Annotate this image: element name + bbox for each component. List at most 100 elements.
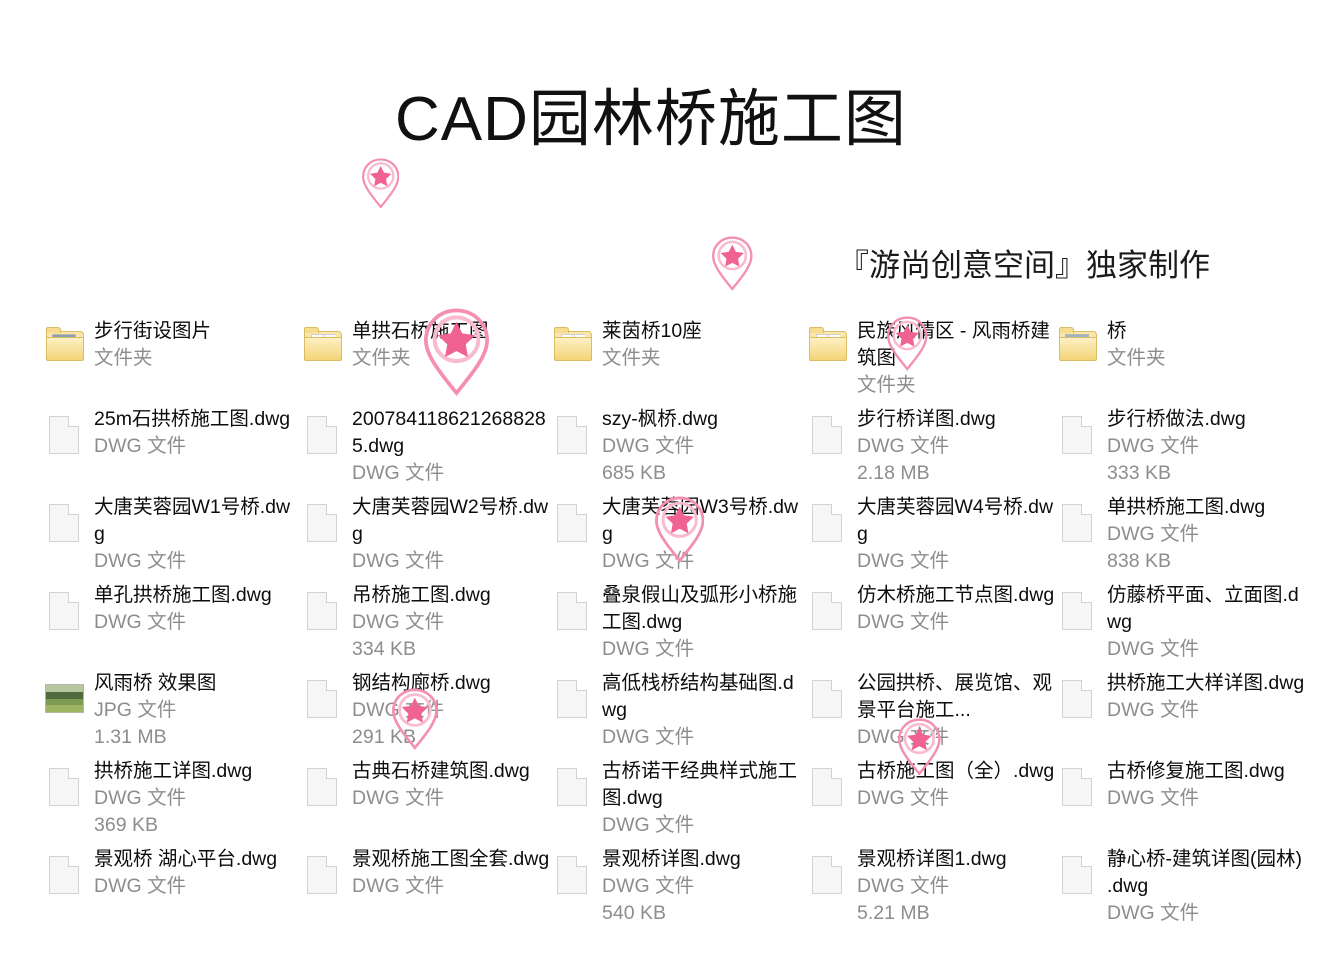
dwg-file-icon <box>550 676 594 726</box>
file-item[interactable]: 景观桥 湖心平台.dwg DWG 文件 <box>42 846 292 902</box>
file-type: 文件夹 <box>352 347 411 369</box>
file-item[interactable]: 步行桥做法.dwg DWG 文件 333 KB <box>1055 406 1305 487</box>
file-meta: 桥文件夹 <box>1107 318 1305 372</box>
document-icon <box>49 592 79 630</box>
file-name[interactable]: 景观桥 湖心平台.dwg <box>94 848 278 870</box>
dwg-file-icon <box>550 852 594 902</box>
file-item[interactable]: 吊桥施工图.dwg DWG 文件 334 KB <box>300 582 550 663</box>
file-name[interactable]: 高低栈桥结构基础图.dwg <box>602 672 794 721</box>
file-name[interactable]: 大唐芙蓉园W1号桥.dwg <box>94 496 291 545</box>
file-type: DWG 文件 <box>857 550 950 572</box>
file-meta: 古桥修复施工图.dwg DWG 文件 <box>1107 758 1305 812</box>
file-item[interactable]: 古桥修复施工图.dwg DWG 文件 <box>1055 758 1305 814</box>
file-name[interactable]: 25m石拱桥施工图.dwg <box>94 408 291 430</box>
file-meta: 景观桥详图1.dwg DWG 文件 5.21 MB <box>857 846 1055 927</box>
file-name[interactable]: 古桥诺干经典样式施工图.dwg <box>602 760 798 809</box>
file-item[interactable]: 景观桥详图1.dwg DWG 文件 5.21 MB <box>805 846 1055 927</box>
watermark-star-pin-icon <box>887 316 928 371</box>
file-item[interactable]: 步行桥详图.dwg DWG 文件 2.18 MB <box>805 406 1055 487</box>
file-item[interactable]: 高低栈桥结构基础图.dwg DWG 文件 <box>550 670 800 751</box>
file-meta: 古典石桥建筑图.dwg DWG 文件 <box>352 758 550 812</box>
file-name[interactable]: 仿木桥施工节点图.dwg <box>857 584 1055 606</box>
file-item[interactable]: 单孔拱桥施工图.dwg DWG 文件 <box>42 582 292 638</box>
document-icon <box>307 504 337 542</box>
watermark-star-pin-icon <box>424 308 489 396</box>
file-item[interactable]: 静心桥-建筑详图(园林) .dwg DWG 文件 <box>1055 846 1305 927</box>
file-item[interactable]: 古典石桥建筑图.dwg DWG 文件 <box>300 758 550 814</box>
file-name[interactable]: 公园拱桥、展览馆、观景平台施工... <box>857 672 1053 721</box>
dwg-file-icon <box>300 676 344 726</box>
file-type: DWG 文件 <box>602 726 695 748</box>
file-item[interactable]: 仿木桥施工节点图.dwg DWG 文件 <box>805 582 1055 638</box>
file-name[interactable]: 步行桥详图.dwg <box>857 408 996 430</box>
file-item[interactable]: 大唐芙蓉园W2号桥.dwg DWG 文件 <box>300 494 550 575</box>
file-name[interactable]: 景观桥详图1.dwg <box>857 848 1007 870</box>
file-meta: 大唐芙蓉园W2号桥.dwg DWG 文件 <box>352 494 550 575</box>
file-name[interactable]: 仿藤桥平面、立面图.dwg <box>1107 584 1299 633</box>
file-name[interactable]: 风雨桥 效果图 <box>94 672 217 694</box>
file-name[interactable]: 叠泉假山及弧形小桥施工图.dwg <box>602 584 798 633</box>
file-name[interactable]: 步行桥做法.dwg <box>1107 408 1246 430</box>
document-icon <box>557 592 587 630</box>
file-name[interactable]: 古典石桥建筑图.dwg <box>352 760 530 782</box>
dwg-file-icon <box>805 676 849 726</box>
file-meta: 大唐芙蓉园W4号桥.dwg DWG 文件 <box>857 494 1055 575</box>
document-icon <box>307 592 337 630</box>
file-item[interactable]: 大唐芙蓉园W4号桥.dwg DWG 文件 <box>805 494 1055 575</box>
file-name[interactable]: 单拱桥施工图.dwg <box>1107 496 1266 518</box>
file-name[interactable]: 吊桥施工图.dwg <box>352 584 491 606</box>
file-name[interactable]: 2007841186212688285.dwg <box>352 408 546 457</box>
file-item[interactable]: 景观桥详图.dwg DWG 文件 540 KB <box>550 846 800 927</box>
file-name[interactable]: 步行街设图片 <box>94 320 212 342</box>
file-meta: 拱桥施工大样详图.dwg DWG 文件 <box>1107 670 1305 724</box>
document-icon <box>557 504 587 542</box>
folder-item[interactable]: 桥文件夹 <box>1055 318 1305 374</box>
dwg-file-icon <box>300 500 344 550</box>
file-item[interactable]: 景观桥施工图全套.dwg DWG 文件 <box>300 846 550 902</box>
folder-item[interactable]: 莱茵桥10座 文件夹 <box>550 318 800 374</box>
document-icon <box>49 416 79 454</box>
file-name[interactable]: 桥 <box>1107 320 1127 342</box>
file-item[interactable]: 2007841186212688285.dwg DWG 文件 <box>300 406 550 487</box>
file-name[interactable]: 大唐芙蓉园W2号桥.dwg <box>352 496 549 545</box>
file-item[interactable]: 单拱桥施工图.dwg DWG 文件 838 KB <box>1055 494 1305 575</box>
file-name[interactable]: 景观桥详图.dwg <box>602 848 741 870</box>
file-name[interactable]: 单孔拱桥施工图.dwg <box>94 584 272 606</box>
file-name[interactable]: 古桥修复施工图.dwg <box>1107 760 1285 782</box>
file-item[interactable]: 古桥诺干经典样式施工图.dwg DWG 文件 <box>550 758 800 839</box>
file-type: DWG 文件 <box>1107 435 1200 457</box>
file-item[interactable]: 拱桥施工详图.dwg DWG 文件 369 KB <box>42 758 292 839</box>
file-meta: 仿木桥施工节点图.dwg DWG 文件 <box>857 582 1055 636</box>
folder-icon <box>304 327 342 361</box>
file-type: DWG 文件 <box>1107 699 1200 721</box>
file-name[interactable]: 拱桥施工大样详图.dwg <box>1107 672 1305 694</box>
jpg-thumbnail-icon <box>42 676 86 726</box>
file-type: DWG 文件 <box>1107 523 1200 545</box>
file-item[interactable]: 25m石拱桥施工图.dwg DWG 文件 <box>42 406 292 462</box>
file-item[interactable]: szy-枫桥.dwg DWG 文件 685 KB <box>550 406 800 487</box>
file-size: 1.31 MB <box>94 726 167 748</box>
folder-docs-icon <box>550 324 594 374</box>
file-item[interactable]: 大唐芙蓉园W1号桥.dwg DWG 文件 <box>42 494 292 575</box>
file-name[interactable]: 钢结构廊桥.dwg <box>352 672 491 694</box>
folder-docs-icon <box>805 324 849 374</box>
file-name[interactable]: 大唐芙蓉园W4号桥.dwg <box>857 496 1054 545</box>
folder-photo-city-icon <box>1055 324 1099 374</box>
folder-item[interactable]: 步行街设图片 文件夹 <box>42 318 292 374</box>
file-item[interactable]: 仿藤桥平面、立面图.dwg DWG 文件 <box>1055 582 1305 663</box>
dwg-file-icon <box>1055 852 1099 902</box>
file-item[interactable]: 风雨桥 效果图 JPG 文件 1.31 MB <box>42 670 292 751</box>
watermark-star-pin-icon <box>898 718 941 776</box>
file-name[interactable]: 拱桥施工详图.dwg <box>94 760 253 782</box>
file-type: DWG 文件 <box>94 611 187 633</box>
file-item[interactable]: 拱桥施工大样详图.dwg DWG 文件 <box>1055 670 1305 726</box>
file-name[interactable]: 静心桥-建筑详图(园林) .dwg <box>1107 848 1302 897</box>
file-name[interactable]: 莱茵桥10座 <box>602 320 702 342</box>
file-name[interactable]: 景观桥施工图全套.dwg <box>352 848 550 870</box>
document-icon <box>49 856 79 894</box>
document-icon <box>557 680 587 718</box>
file-item[interactable]: 叠泉假山及弧形小桥施工图.dwg DWG 文件 <box>550 582 800 663</box>
file-type: DWG 文件 <box>94 875 187 897</box>
file-meta: 步行桥详图.dwg DWG 文件 2.18 MB <box>857 406 1055 487</box>
file-name[interactable]: szy-枫桥.dwg <box>602 408 718 430</box>
